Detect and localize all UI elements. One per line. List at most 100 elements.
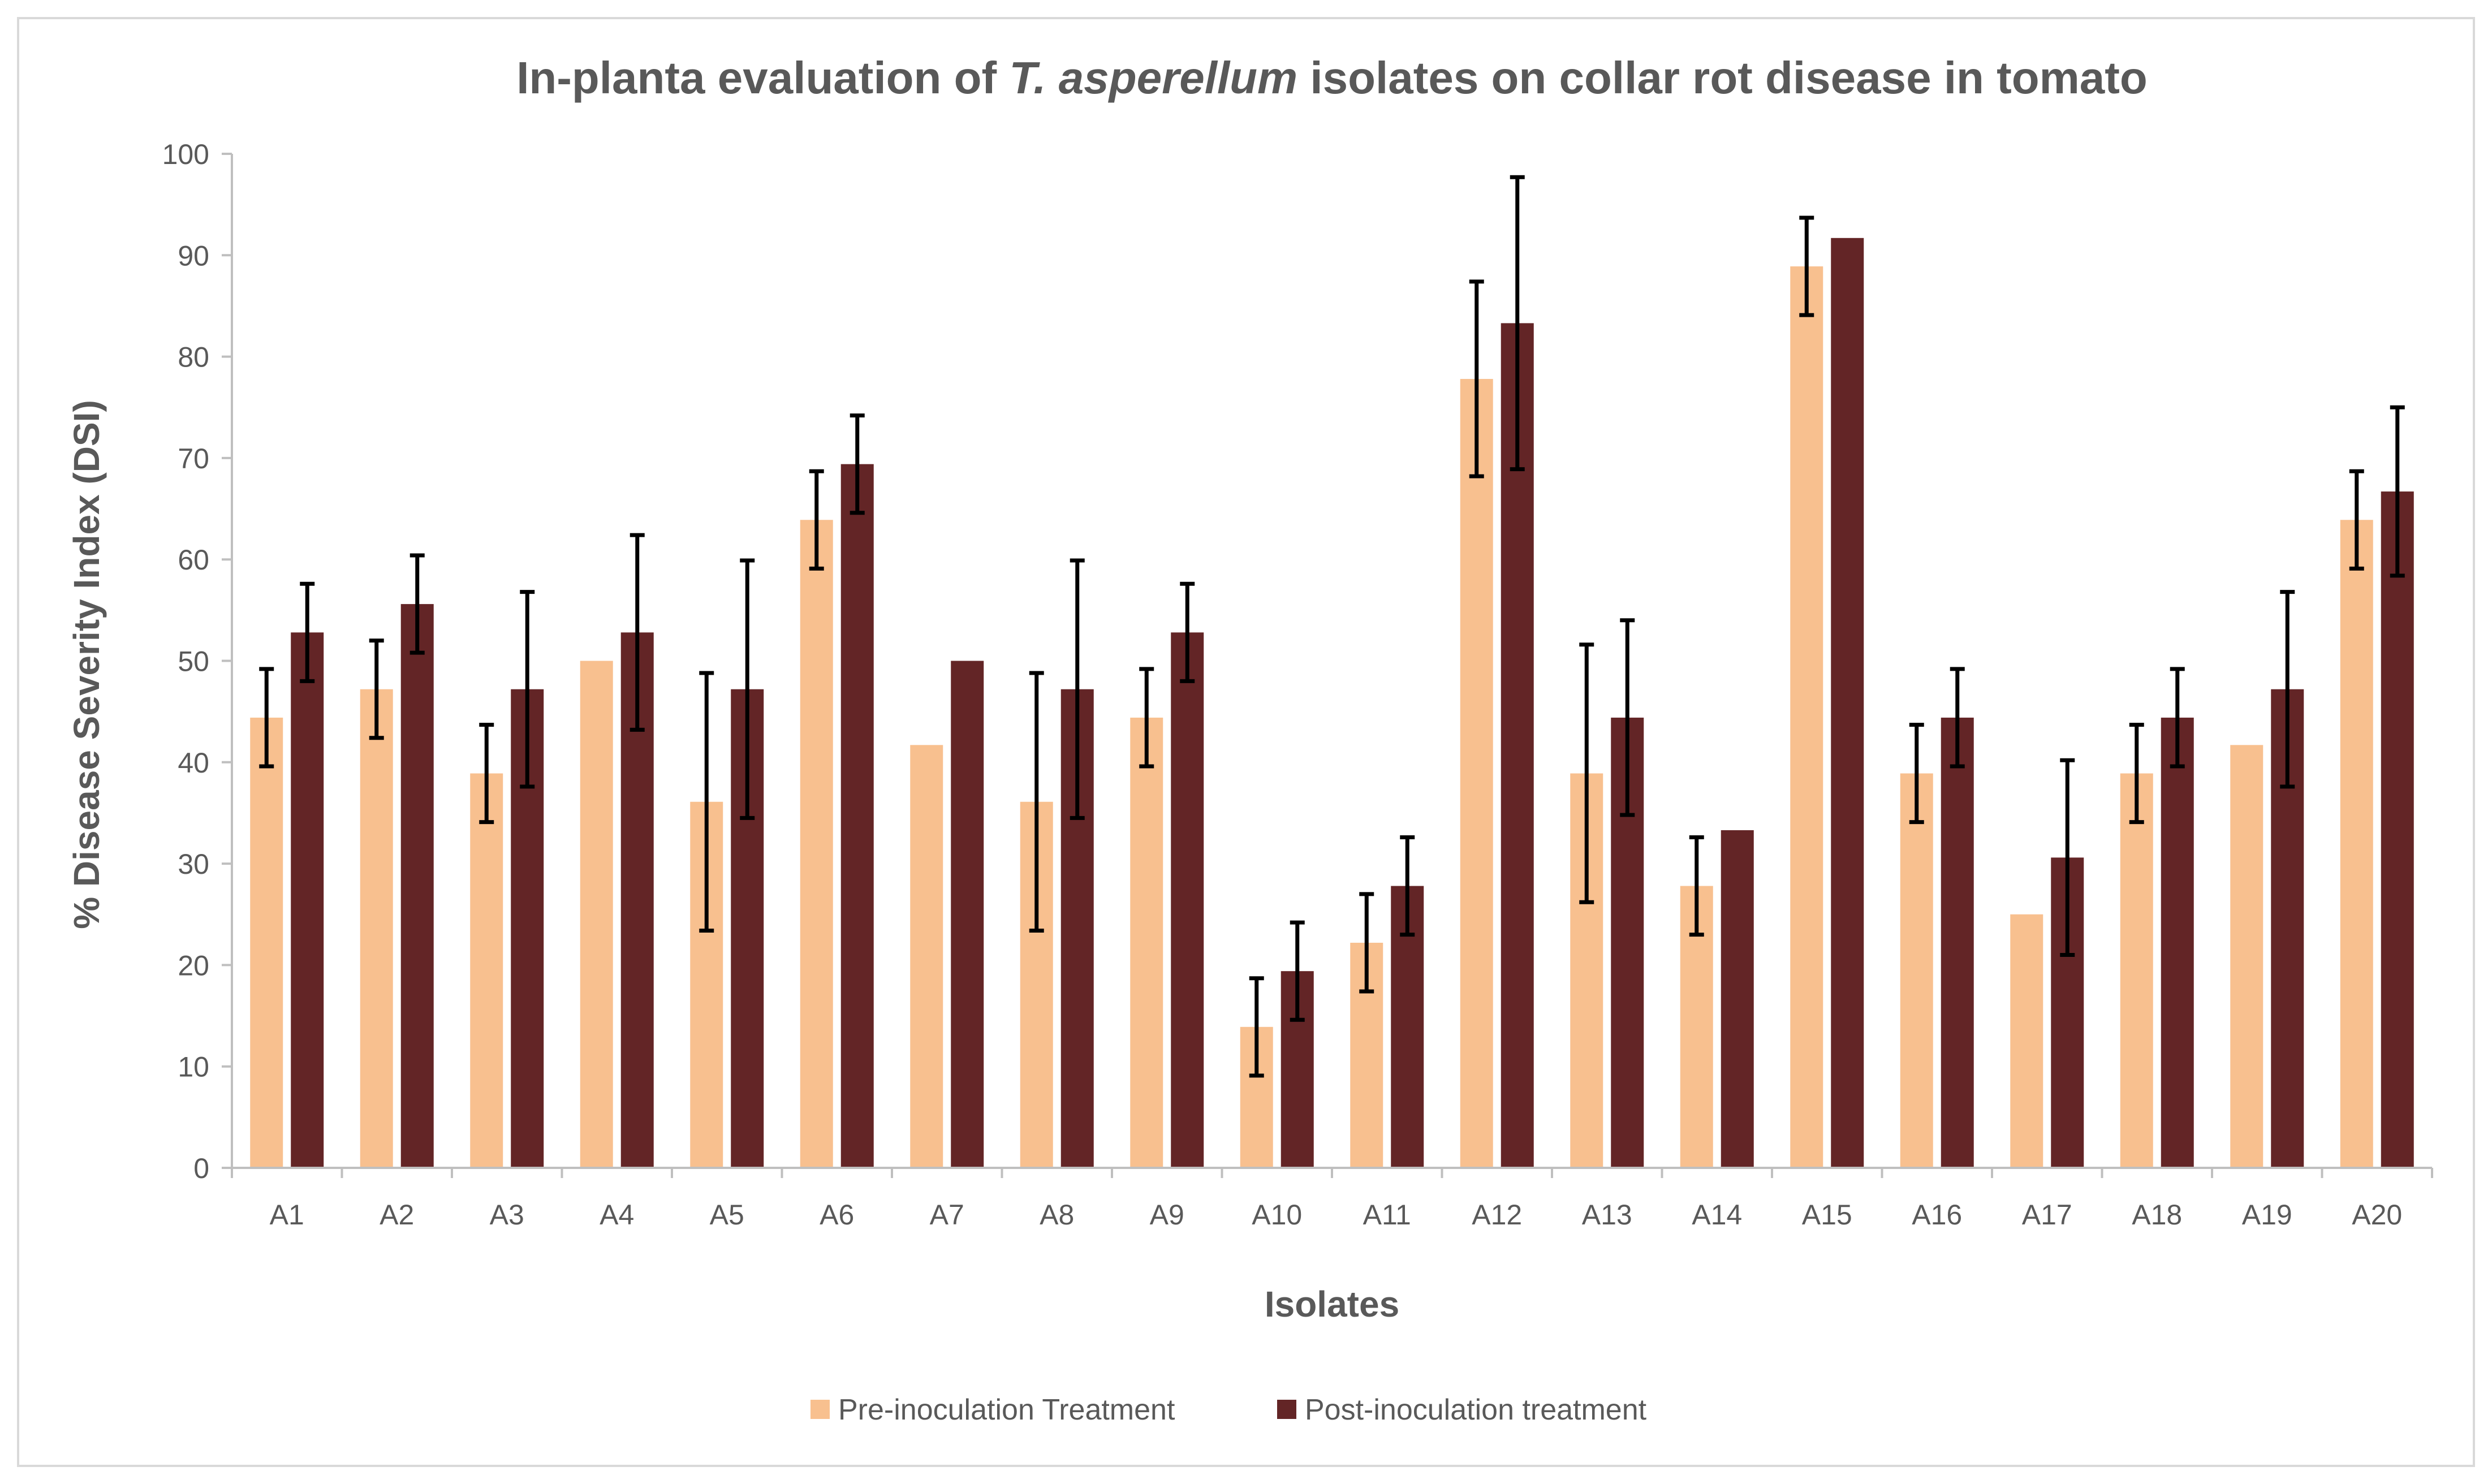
error-bar [809,469,824,571]
bar-post-a1 [291,632,324,1168]
x-tick-label: A15 [1802,1199,1852,1231]
x-tick-label: A8 [1040,1199,1074,1231]
bar-post-a15 [1831,238,1864,1168]
chart-title: In-planta evaluation of T. asperellum is… [516,53,2148,103]
y-axis-label: % Disease Severity Index (DSI) [66,400,107,929]
error-bar [1950,667,1965,769]
bar-pre-a16 [1900,773,1933,1168]
y-tick-label: 30 [178,848,209,880]
bar-post-a9 [1171,632,1204,1168]
y-tick-label: 100 [162,139,209,170]
y-tick-label: 50 [178,646,209,678]
bar-pre-a7 [910,745,943,1168]
error-bar [1620,618,1635,817]
x-tick-label: A7 [930,1199,964,1231]
error-bar [2280,590,2295,789]
error-bar [1579,642,1594,904]
x-tick-label: A13 [1582,1199,1632,1231]
bar-pre-a9 [1130,717,1163,1168]
x-tick-label: A5 [710,1199,744,1231]
error-bar [1180,581,1195,683]
x-tick-label: A12 [1472,1199,1522,1231]
y-tick-label: 10 [178,1051,209,1083]
x-tick-label: A17 [2022,1199,2072,1231]
legend-item-pre: Pre-inoculation Treatment [810,1394,1175,1426]
error-bar [479,722,494,825]
error-bar [1799,215,1814,317]
x-tick-label: A11 [1363,1199,1411,1231]
bar-post-a20 [2381,491,2414,1168]
error-bar [1689,835,1704,937]
error-bar [740,558,755,820]
bar-pre-a6 [800,520,833,1168]
error-bar [699,671,714,933]
legend-item-post: Post-inoculation treatment [1277,1394,1647,1426]
legend-label-pre: Pre-inoculation Treatment [838,1394,1175,1426]
y-axis-ticks: 0 10 20 30 40 50 60 70 80 90 100 [162,139,232,1184]
error-bar [300,581,315,683]
error-bar [520,590,535,789]
bar-post-a7 [951,661,984,1168]
x-tick-label: A3 [490,1199,524,1231]
y-tick-label: 70 [178,443,209,474]
error-bar [369,639,384,740]
x-axis-ticks: A1 A2 A3 A4 A5 A6 A7 A8 A9 A10 A11 A12 A13 A14 A15 A16 A… [231,1168,2433,1231]
error-bar [1290,920,1305,1022]
bar-pre-a12 [1460,379,1493,1168]
x-tick-label: A14 [1692,1199,1742,1231]
bar-post-a18 [2161,717,2194,1168]
x-tick-label: A18 [2132,1199,2182,1231]
bar-pre-a1 [250,717,283,1168]
error-bar [1510,175,1525,472]
x-tick-label: A16 [1912,1199,1962,1231]
bar-pre-a4 [580,661,613,1168]
y-tick-label: 60 [178,544,209,576]
error-bar [1249,976,1264,1078]
legend: Pre-inoculation Treatment Post-inoculati… [810,1394,1647,1426]
y-tick-label: 40 [178,747,209,779]
error-bars [259,175,2405,1078]
error-bar [259,667,274,769]
error-bar [2349,469,2364,571]
bar-pre-a18 [2120,773,2153,1168]
error-bar [2170,667,2185,769]
error-bar [1909,722,1924,825]
bar-pre-a2 [360,689,393,1168]
x-tick-label: A2 [380,1199,414,1231]
legend-label-post: Post-inoculation treatment [1305,1394,1647,1426]
bar-pre-a19 [2230,745,2264,1168]
y-tick-label: 90 [178,240,209,271]
error-bar [2060,758,2075,957]
bars [250,238,2414,1168]
error-bar [1070,558,1085,820]
error-bar [2129,722,2144,825]
x-tick-label: A20 [2352,1199,2402,1231]
error-bar [630,533,645,732]
x-tick-label: A1 [270,1199,304,1231]
error-bar [1139,667,1154,769]
bar-pre-a17 [2010,914,2043,1168]
error-bar [1469,279,1484,478]
y-tick-label: 0 [193,1153,209,1184]
error-bar [1029,671,1044,933]
x-axis-label: Isolates [1265,1284,1399,1325]
bar-pre-a15 [1790,266,1823,1168]
bar-post-a14 [1721,830,1754,1168]
bar-post-a2 [400,604,434,1168]
legend-swatch-post [1277,1400,1296,1419]
bar-pre-a20 [2340,520,2373,1168]
error-bar [850,413,865,515]
x-tick-label: A19 [2242,1199,2292,1231]
legend-swatch-pre [810,1400,830,1419]
bar-post-a16 [1941,717,1974,1168]
x-tick-label: A9 [1150,1199,1184,1231]
x-tick-label: A10 [1252,1199,1302,1231]
error-bar [1400,835,1415,937]
bar-pre-a3 [470,773,503,1168]
x-tick-label: A4 [600,1199,634,1231]
y-tick-label: 20 [178,950,209,981]
x-tick-label: A6 [820,1199,854,1231]
error-bar [1359,892,1374,994]
